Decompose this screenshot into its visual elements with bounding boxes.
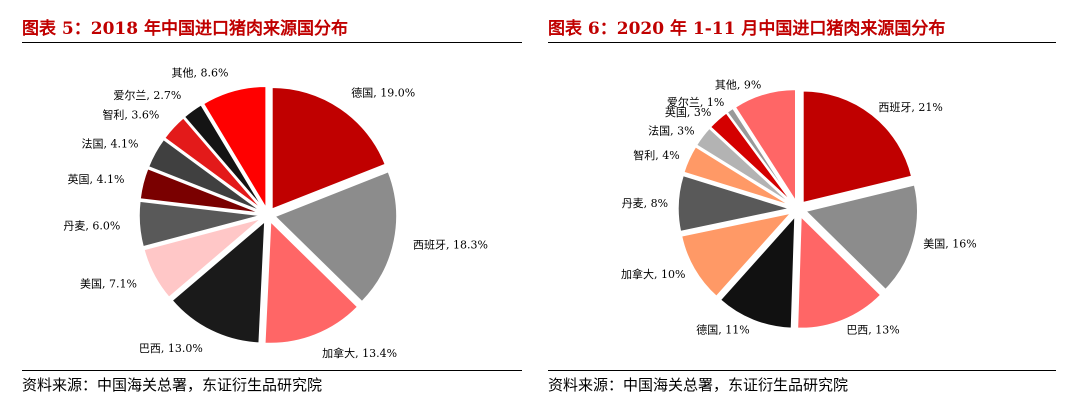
pie-slice-西班牙 — [802, 89, 913, 204]
pie-slice-智利 — [682, 145, 792, 207]
title-divider — [22, 42, 522, 43]
pie-slice-西班牙 — [273, 170, 398, 303]
pie-slice-巴西 — [171, 219, 266, 344]
chart-panel-2018: 图表 5：2018 年中国进口猪肉来源国分布 德国, 19.0% 西班牙, 18.… — [0, 0, 522, 410]
source-divider — [548, 370, 1056, 371]
pie-slice-英国 — [139, 167, 262, 215]
slice-label-英国: 英国, 4.1% — [68, 172, 125, 186]
pie-slice-智利 — [163, 116, 264, 211]
pie-slice-法国 — [695, 127, 793, 205]
slice-label-爱尔兰: 爱尔兰, 2.7% — [113, 89, 181, 102]
slice-label-法国: 法国, 3% — [648, 123, 694, 137]
slice-label-其他: 其他, 8.6% — [172, 66, 229, 79]
pie-slice-德国 — [719, 214, 796, 330]
slice-label-巴西: 巴西, 13% — [846, 324, 899, 337]
chart-title: 图表 6：2020 年 1-11 月中国进口猪肉来源国分布 — [548, 19, 946, 39]
pie-slice-丹麦 — [677, 174, 793, 233]
slice-label-智利: 智利, 3.6% — [102, 107, 159, 121]
pie-slice-爱尔兰 — [183, 103, 265, 210]
pie-slice-美国 — [142, 217, 263, 299]
slice-label-爱尔兰: 爱尔兰, 1% — [667, 96, 724, 109]
pie-slice-加拿大 — [680, 211, 794, 298]
slice-label-丹麦: 丹麦, 8% — [622, 197, 668, 210]
slice-label-智利: 智利, 4% — [633, 148, 679, 162]
slice-label-美国: 美国, 16% — [923, 238, 976, 251]
source-divider — [22, 370, 522, 371]
chart-title: 图表 5：2018 年中国进口猪肉来源国分布 — [22, 19, 348, 39]
pie-slice-爱尔兰 — [726, 107, 795, 203]
slice-label-法国: 法国, 4.1% — [82, 136, 139, 150]
pie-slice-德国 — [271, 86, 387, 211]
source-note: 资料来源：中国海关总署，东证衍生品研究院 — [548, 376, 849, 394]
slice-label-英国: 英国, 3% — [665, 105, 711, 119]
pie-slice-其他 — [734, 88, 797, 204]
pie-slice-英国 — [709, 111, 794, 204]
pie-slice-其他 — [202, 85, 267, 211]
title-divider — [548, 42, 1056, 43]
pie-slice-巴西 — [796, 214, 882, 330]
source-note: 资料来源：中国海关总署，东证衍生品研究院 — [22, 376, 323, 394]
slice-label-加拿大: 加拿大, 13.4% — [322, 346, 397, 360]
slice-label-巴西: 巴西, 13.0% — [139, 342, 203, 355]
pie-slice-美国 — [804, 183, 919, 291]
slice-label-西班牙: 西班牙, 18.3% — [413, 238, 488, 251]
slice-label-德国: 德国, 11% — [696, 323, 749, 337]
pie-chart-2020: 西班牙, 21% 美国, 16% 巴西, 13% 德国, 11% 加拿大, 10% 丹麦,… — [621, 78, 977, 337]
slice-label-西班牙: 西班牙, 21% — [878, 101, 942, 114]
pie-slice-加拿大 — [264, 219, 359, 345]
slice-label-德国: 德国, 19.0% — [351, 86, 415, 100]
slice-label-加拿大: 加拿大, 10% — [621, 267, 685, 281]
pie-slice-丹麦 — [138, 200, 262, 248]
slice-label-美国: 美国, 7.1% — [80, 278, 137, 291]
slice-label-其他: 其他, 9% — [715, 78, 761, 91]
chart-panel-2020: 图表 6：2020 年 1-11 月中国进口猪肉来源国分布 西班牙, 21% 美国… — [540, 0, 1080, 410]
pie-slice-法国 — [147, 138, 263, 213]
pie-chart-2018: 德国, 19.0% 西班牙, 18.3% 加拿大, 13.4% 巴西, 13.0% 美国… — [63, 66, 488, 360]
slice-label-丹麦: 丹麦, 6.0% — [63, 219, 120, 232]
